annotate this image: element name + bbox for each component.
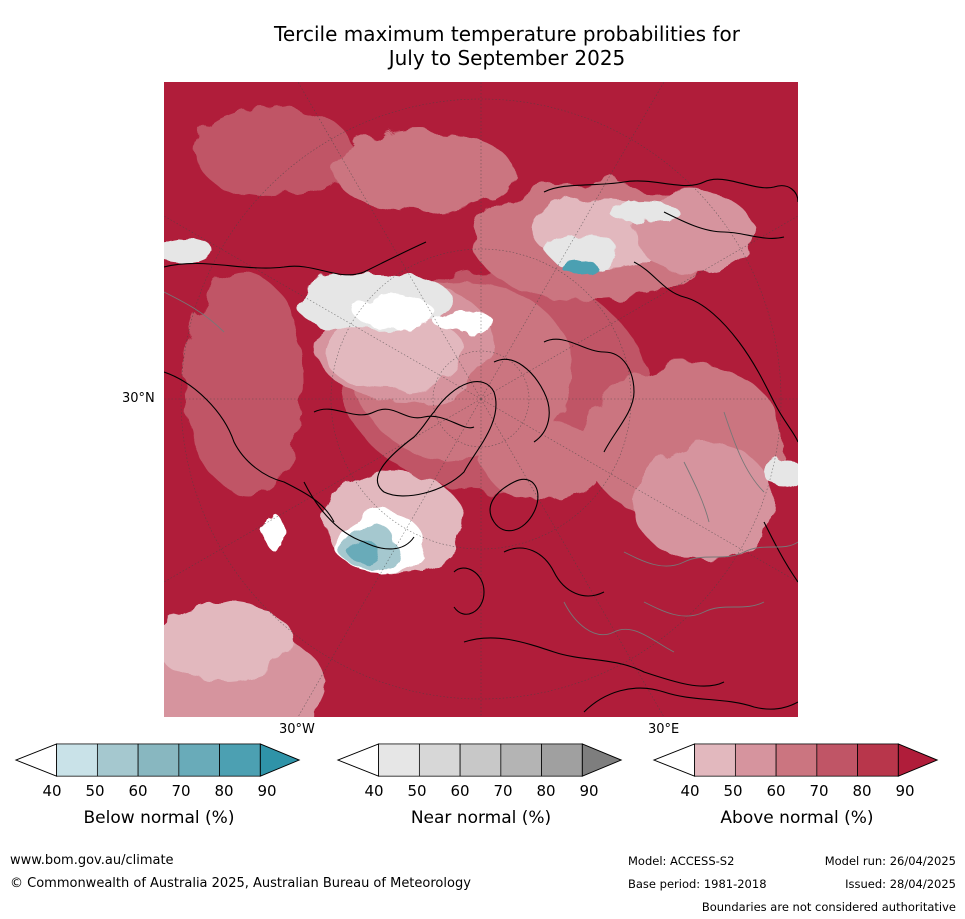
tick: 50 (407, 782, 427, 800)
footer-url: www.bom.gov.au/climate (10, 853, 174, 868)
colorbar-near-seg-5 (541, 743, 583, 777)
colorbar-near-seg-1 (378, 743, 420, 777)
tick: 80 (214, 782, 234, 800)
colorbar-below-normal (14, 743, 301, 777)
colorbar-near-label: Near normal (%) (410, 808, 552, 828)
polar-probability-map (164, 82, 798, 717)
colorbar-above-normal (652, 743, 939, 777)
colorbar-below-seg-2 (96, 743, 139, 777)
tick: 90 (579, 782, 599, 800)
footer-copyright: © Commonwealth of Australia 2025, Austra… (10, 876, 471, 891)
colorbar-below-seg-0 (14, 743, 58, 777)
colorbar-above-seg-3 (775, 743, 818, 777)
coastlines (164, 178, 798, 713)
tick: 70 (809, 782, 829, 800)
map-graphic (164, 82, 798, 717)
tick: 60 (450, 782, 470, 800)
colorbar-above-label: Above normal (%) (720, 808, 874, 828)
colorbar-below-seg-1 (56, 743, 98, 777)
colorbar-above-ticks: 40 50 60 70 80 90 (646, 782, 965, 802)
lon-label-30w: 30°W (279, 722, 315, 737)
lon-label-30e: 30°E (648, 722, 680, 737)
lat-label-30n: 30°N (122, 391, 155, 406)
footer-base-period: Base period: 1981-2018 (628, 877, 767, 891)
colorbar-near-seg-4 (500, 743, 542, 777)
colorbar-below-seg-4 (178, 743, 220, 777)
country-borders (164, 291, 798, 653)
tick: 60 (766, 782, 786, 800)
footer-disclaimer: Boundaries are not considered authoritat… (701, 900, 956, 914)
tick: 40 (364, 782, 384, 800)
tick: 50 (723, 782, 743, 800)
footer-model: Model: ACCESS-S2 (628, 854, 735, 868)
colorbar-above-seg-0 (652, 743, 696, 777)
colorbar-below-seg-3 (137, 743, 180, 777)
colorbar-above-seg-1 (694, 743, 736, 777)
colorbar-near-seg-0 (336, 743, 380, 777)
tick: 50 (85, 782, 105, 800)
colorbar-above-seg-2 (734, 743, 777, 777)
colorbar-near-ticks: 40 50 60 70 80 90 (330, 782, 660, 802)
colorbar-near-normal (336, 743, 623, 777)
tick: 90 (257, 782, 277, 800)
tick: 70 (493, 782, 513, 800)
footer-issued: Issued: 28/04/2025 (845, 877, 956, 891)
title-line-2: July to September 2025 (388, 46, 626, 70)
tick: 80 (536, 782, 556, 800)
colorbar-above-seg-4 (816, 743, 858, 777)
colorbar-below-label: Below normal (%) (83, 808, 235, 828)
probability-shading (164, 107, 798, 717)
colorbar-below-seg-5 (219, 743, 261, 777)
colorbar-near-seg-2 (418, 743, 461, 777)
chart-title: Tercile maximum temperature probabilitie… (158, 22, 856, 70)
tick: 40 (680, 782, 700, 800)
tick: 40 (42, 782, 62, 800)
tick: 60 (128, 782, 148, 800)
colorbar-above-seg-6 (897, 743, 939, 777)
colorbar-above-seg-5 (857, 743, 899, 777)
colorbar-near-seg-3 (459, 743, 502, 777)
colorbar-below-seg-6 (259, 743, 301, 777)
footer-model-run: Model run: 26/04/2025 (824, 854, 956, 868)
tick: 70 (171, 782, 191, 800)
white-patches (264, 202, 679, 550)
tick: 90 (895, 782, 915, 800)
title-line-1: Tercile maximum temperature probabilitie… (274, 22, 740, 46)
colorbar-below-ticks: 40 50 60 70 80 90 (8, 782, 338, 802)
tick: 80 (852, 782, 872, 800)
colorbar-near-seg-6 (581, 743, 623, 777)
